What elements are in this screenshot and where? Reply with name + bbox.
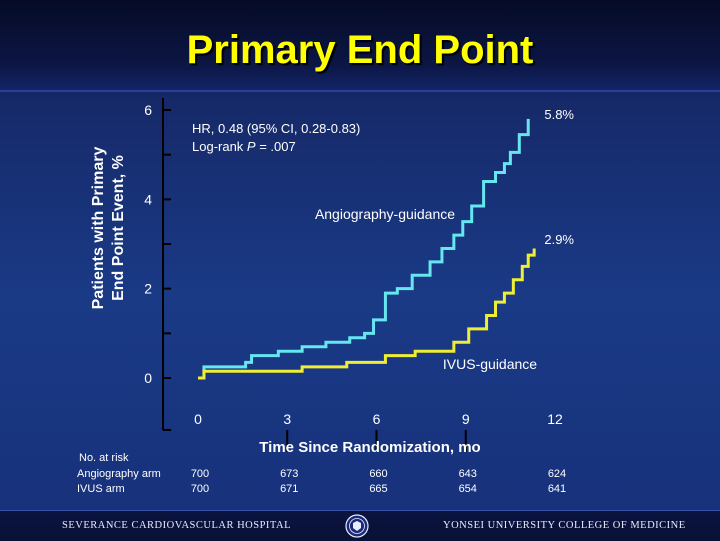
footer-university-name: YONSEI UNIVERSITY COLLEGE OF MEDICINE [443, 520, 686, 531]
at-risk-value: 665 [369, 483, 387, 495]
x-axis-label: Time Since Randomization, mo [259, 439, 480, 456]
x-tick-label: 9 [462, 411, 470, 427]
at-risk-row-label: Angiography arm [77, 468, 161, 480]
series-label-angiography: Angiography-guidance [315, 206, 455, 222]
y-axis-label-line-1: Patients with Primary [90, 147, 107, 310]
y-tick-label: 0 [144, 370, 152, 386]
at-risk-value: 654 [459, 483, 477, 495]
slide-title: Primary End Point [186, 28, 534, 72]
title-band [0, 0, 720, 92]
series-curve-ivus [198, 248, 536, 380]
y-tick-label: 6 [144, 102, 152, 118]
end-value-label-angiography: 5.8% [544, 107, 574, 122]
at-risk-header: No. at risk [79, 452, 129, 464]
at-risk-value: 671 [280, 483, 298, 495]
y-axis-label-line-2: End Point Event, % [110, 155, 127, 301]
at-risk-value: 641 [548, 483, 566, 495]
at-risk-value: 624 [548, 468, 566, 480]
x-tick-label: 6 [373, 411, 381, 427]
series-label-ivus: IVUS-guidance [443, 356, 537, 372]
x-tick-label: 3 [283, 411, 291, 427]
series-curve-angiography [198, 118, 530, 380]
x-tick-label: 0 [194, 411, 202, 427]
footer: SEVERANCE CARDIOVASCULAR HOSPITAL YONSEI… [0, 510, 720, 541]
at-risk-value: 673 [280, 468, 298, 480]
x-tick-label: 12 [547, 411, 563, 427]
y-tick-label: 4 [144, 191, 152, 207]
y-tick-label: 2 [144, 281, 152, 297]
at-risk-value: 700 [191, 468, 209, 480]
log-rank-annotation: Log-rank P = .007 [192, 139, 296, 154]
hazard-ratio-annotation: HR, 0.48 (95% CI, 0.28-0.83) [192, 121, 360, 136]
at-risk-value: 660 [369, 468, 387, 480]
footer-hospital-name: SEVERANCE CARDIOVASCULAR HOSPITAL [62, 520, 291, 531]
at-risk-value: 643 [459, 468, 477, 480]
end-value-label-ivus: 2.9% [544, 232, 574, 247]
at-risk-value: 700 [191, 483, 209, 495]
university-seal-icon [345, 514, 369, 538]
at-risk-row-label: IVUS arm [77, 483, 125, 495]
